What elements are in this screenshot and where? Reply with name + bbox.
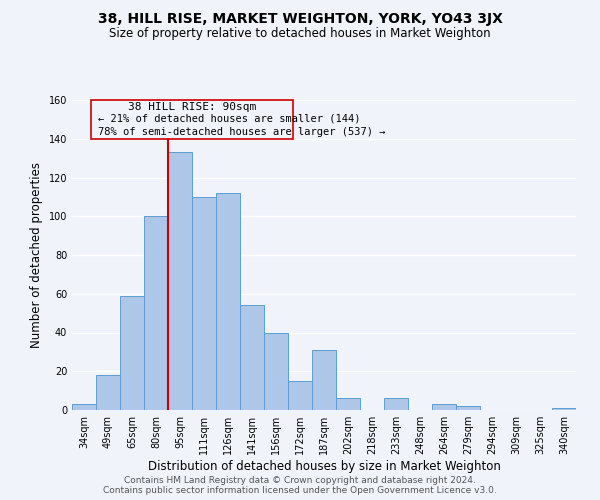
Text: 38, HILL RISE, MARKET WEIGHTON, YORK, YO43 3JX: 38, HILL RISE, MARKET WEIGHTON, YORK, YO… <box>98 12 502 26</box>
Bar <box>96 375 120 410</box>
Bar <box>240 306 264 410</box>
Bar <box>552 408 576 410</box>
X-axis label: Distribution of detached houses by size in Market Weighton: Distribution of detached houses by size … <box>148 460 500 473</box>
Y-axis label: Number of detached properties: Number of detached properties <box>30 162 43 348</box>
Text: Contains public sector information licensed under the Open Government Licence v3: Contains public sector information licen… <box>103 486 497 495</box>
Text: Contains HM Land Registry data © Crown copyright and database right 2024.: Contains HM Land Registry data © Crown c… <box>124 476 476 485</box>
Bar <box>312 350 336 410</box>
Bar <box>192 197 216 410</box>
Bar <box>288 381 312 410</box>
Bar <box>120 296 144 410</box>
Bar <box>336 398 360 410</box>
Bar <box>144 216 168 410</box>
Text: ← 21% of detached houses are smaller (144): ← 21% of detached houses are smaller (14… <box>98 114 361 124</box>
Bar <box>264 332 288 410</box>
Text: Size of property relative to detached houses in Market Weighton: Size of property relative to detached ho… <box>109 28 491 40</box>
Bar <box>384 398 408 410</box>
FancyBboxPatch shape <box>91 100 293 138</box>
Bar <box>432 404 456 410</box>
Bar <box>72 404 96 410</box>
Text: 38 HILL RISE: 90sqm: 38 HILL RISE: 90sqm <box>128 102 256 112</box>
Bar <box>216 193 240 410</box>
Bar <box>168 152 192 410</box>
Bar <box>456 406 480 410</box>
Text: 78% of semi-detached houses are larger (537) →: 78% of semi-detached houses are larger (… <box>98 127 386 137</box>
